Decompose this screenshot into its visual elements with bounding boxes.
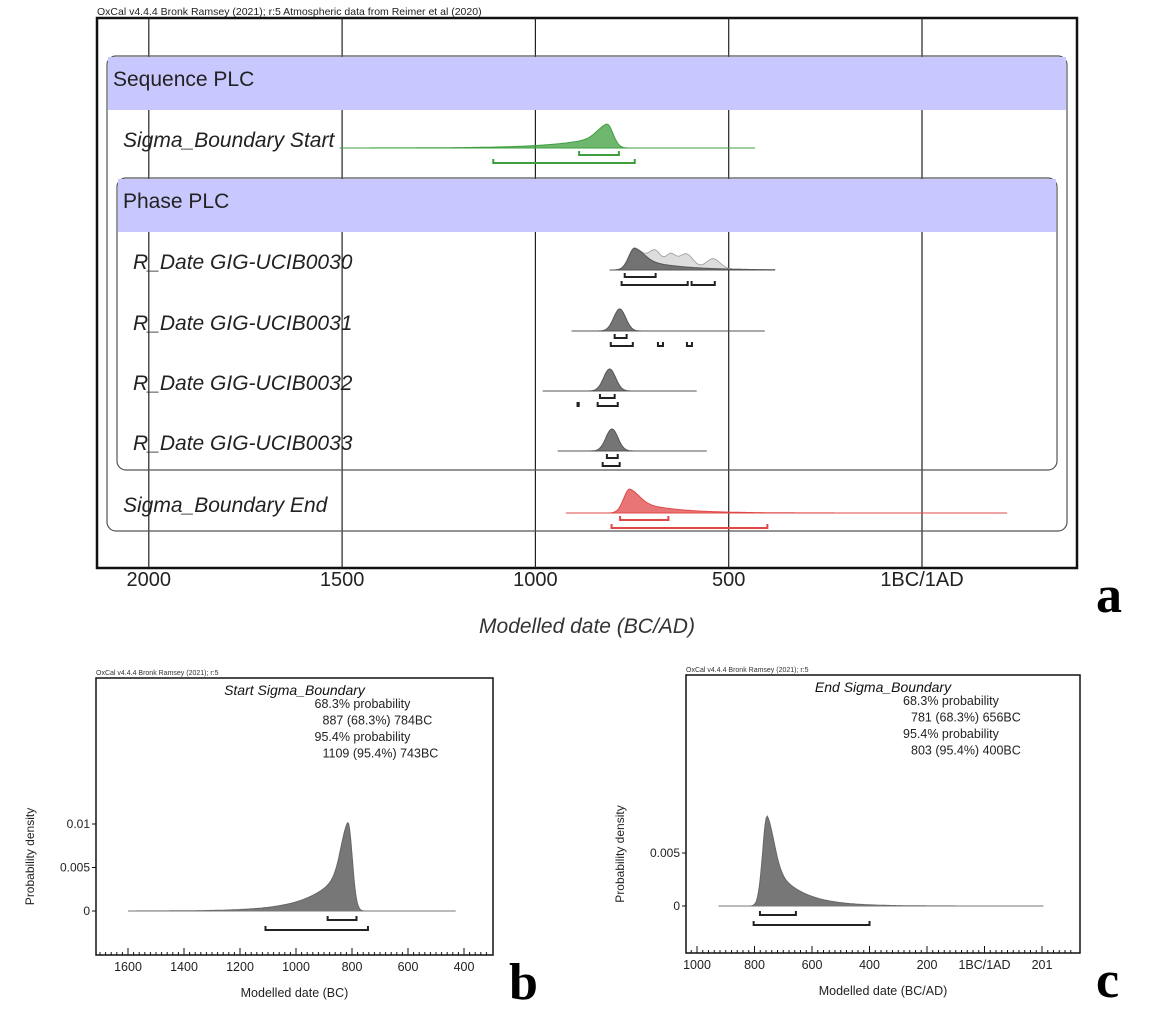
annotation-text: 68.3% probability	[903, 694, 1000, 708]
panel-frame	[685, 674, 1081, 954]
row: R_Date GIG-UCIB0031	[133, 308, 765, 347]
range-95-bracket	[264, 926, 369, 931]
panel-letter: b	[509, 954, 538, 1011]
x-tick-label: 1BC/1AD	[958, 958, 1010, 972]
range-95-bracket	[609, 342, 634, 347]
x-tick-label: 600	[398, 960, 419, 974]
panel-a-rows: Sigma_Boundary Start R_Date GIG-UCIB0030 R…	[123, 123, 1008, 529]
range-95-bracket	[596, 402, 619, 407]
x-tick-label: 1600	[114, 960, 142, 974]
x-tick-label: 600	[802, 958, 823, 972]
range-95-bracket	[576, 402, 580, 407]
x-tick-label: 2000	[127, 569, 172, 591]
range-95-bracket	[656, 342, 664, 347]
annotation-text: 95.4% probability	[903, 727, 1000, 741]
phase-box	[116, 177, 1058, 471]
row: Sigma_Boundary End	[123, 488, 1008, 529]
range-68-bracket	[758, 911, 797, 916]
range-68-bracket	[605, 454, 619, 459]
panel-letter: c	[1096, 952, 1119, 1009]
range-95-bracket	[492, 159, 636, 164]
row: R_Date GIG-UCIB0030	[133, 247, 776, 286]
x-tick-label: 400	[454, 960, 475, 974]
sequence-header-band	[108, 57, 1066, 110]
annotation-text: 887 (68.3%) 784BC	[323, 714, 433, 728]
annotation-text: 68.3% probability	[315, 697, 412, 711]
annotation-text: 95.4% probability	[315, 730, 412, 744]
range-68-bracket	[578, 151, 620, 156]
x-tick-label: 1000	[282, 960, 310, 974]
x-tick-label: 1400	[170, 960, 198, 974]
row-label: R_Date GIG-UCIB0032	[133, 372, 353, 395]
x-tick-label: 200	[917, 958, 938, 972]
y-tick-label: 0.01	[67, 817, 91, 831]
range-68-bracket	[613, 334, 628, 339]
range-68-bracket	[623, 273, 657, 278]
x-axis-label: Modelled date (BC)	[241, 986, 349, 1000]
range-95-bracket	[685, 342, 693, 347]
range-95-bracket	[610, 524, 769, 529]
y-tick-label: 0.005	[650, 846, 680, 860]
y-axis-label: Probability density	[23, 808, 37, 905]
panel-title: Start Sigma_Boundary	[224, 682, 366, 698]
row-label: R_Date GIG-UCIB0033	[133, 432, 353, 455]
y-tick-label: 0	[673, 899, 680, 913]
panel-frame	[95, 677, 494, 956]
range-95-bracket	[620, 281, 689, 286]
range-95-bracket	[752, 921, 871, 926]
panel-a-x-ticks: 2000 1500 1000 500 1BC/1AD	[127, 569, 964, 591]
row: Sigma_Boundary Start	[123, 123, 755, 164]
x-tick-label: 800	[744, 958, 765, 972]
panel-header: OxCal v4.4.4 Bronk Ramsey (2021); r:5	[96, 670, 219, 677]
x-tick-label: 1000	[513, 569, 558, 591]
range-68-bracket	[619, 516, 670, 521]
panel-b: OxCal v4.4.4 Bronk Ramsey (2021); r:5 Sta…	[23, 670, 538, 1011]
panel-a-header: OxCal v4.4.4 Bronk Ramsey (2021); r:5 At…	[97, 6, 482, 18]
row-label: R_Date GIG-UCIB0031	[133, 312, 352, 335]
range-68-bracket	[598, 394, 616, 399]
y-axis-label: Probability density	[613, 805, 627, 902]
range-68-bracket	[326, 916, 358, 921]
panel-a-x-label: Modelled date (BC/AD)	[479, 615, 695, 638]
panel-c: OxCal v4.4.4 Bronk Ramsey (2021); r:5 End…	[613, 667, 1119, 1009]
phase-label: Phase PLC	[123, 190, 229, 213]
sequence-box	[106, 55, 1068, 532]
x-tick-label: 400	[859, 958, 880, 972]
annotation-text: 803 (95.4%) 400BC	[911, 744, 1021, 758]
panel-a: OxCal v4.4.4 Bronk Ramsey (2021); r:5 At…	[95, 6, 1122, 638]
row-label: Sigma_Boundary End	[123, 494, 329, 517]
row: R_Date GIG-UCIB0032	[133, 368, 697, 407]
x-tick-label: 1200	[226, 960, 254, 974]
x-tick-label: 1000	[683, 958, 711, 972]
x-tick-label: 800	[342, 960, 363, 974]
row-label: Sigma_Boundary Start	[123, 129, 335, 152]
x-axis-label: Modelled date (BC/AD)	[819, 984, 948, 998]
x-tick-label: 500	[712, 569, 745, 591]
sequence-label: Sequence PLC	[113, 68, 254, 91]
annotation-text: 781 (68.3%) 656BC	[911, 711, 1021, 725]
panel-title: End Sigma_Boundary	[815, 679, 952, 695]
y-tick-label: 0.005	[60, 861, 90, 875]
x-tick-label: 201	[1032, 958, 1053, 972]
annotation-text: 1109 (95.4%) 743BC	[323, 747, 439, 761]
y-tick-label: 0	[83, 904, 90, 918]
panel-header: OxCal v4.4.4 Bronk Ramsey (2021); r:5	[686, 667, 809, 674]
panel-letter-a: a	[1096, 567, 1122, 624]
range-95-bracket	[690, 281, 716, 286]
row: R_Date GIG-UCIB0033	[133, 428, 707, 467]
x-tick-label: 1BC/1AD	[880, 569, 963, 591]
x-tick-label: 1500	[320, 569, 365, 591]
row-label: R_Date GIG-UCIB0030	[133, 251, 353, 274]
range-95-bracket	[601, 462, 621, 467]
posterior-area	[609, 247, 776, 271]
phase-header-band	[118, 179, 1056, 232]
